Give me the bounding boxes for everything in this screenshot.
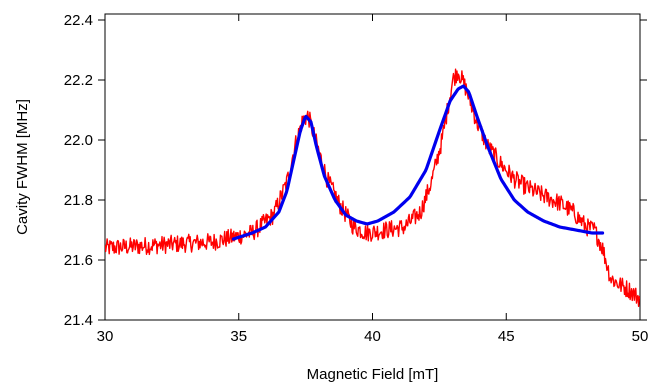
- series-data-trace: [105, 68, 640, 308]
- y-tick-label: 22.4: [64, 12, 93, 29]
- plot-frame: [104, 13, 641, 321]
- y-tick-label: 21.8: [64, 192, 93, 209]
- y-axis-label: Cavity FWHM [MHz]: [14, 99, 31, 235]
- series-fit-curve: [231, 84, 605, 241]
- plot-area: [105, 68, 640, 308]
- x-tick-label: 35: [230, 328, 247, 345]
- y-axis: 21.4 21.6 21.8 22.0 22.2 22.4: [64, 12, 647, 329]
- x-tick-label: 30: [97, 328, 114, 345]
- y-tick-label: 22.0: [64, 132, 93, 149]
- x-axis: 30 35 40 45 50: [97, 14, 649, 345]
- y-tick-label: 21.6: [64, 252, 93, 269]
- x-tick-label: 45: [498, 328, 515, 345]
- x-tick-label: 40: [364, 328, 381, 345]
- y-tick-label: 21.4: [64, 312, 93, 329]
- x-axis-label: Magnetic Field [mT]: [307, 366, 439, 383]
- plot-border: [104, 13, 641, 321]
- x-tick-label: 50: [632, 328, 649, 345]
- y-tick-label: 22.2: [64, 72, 93, 89]
